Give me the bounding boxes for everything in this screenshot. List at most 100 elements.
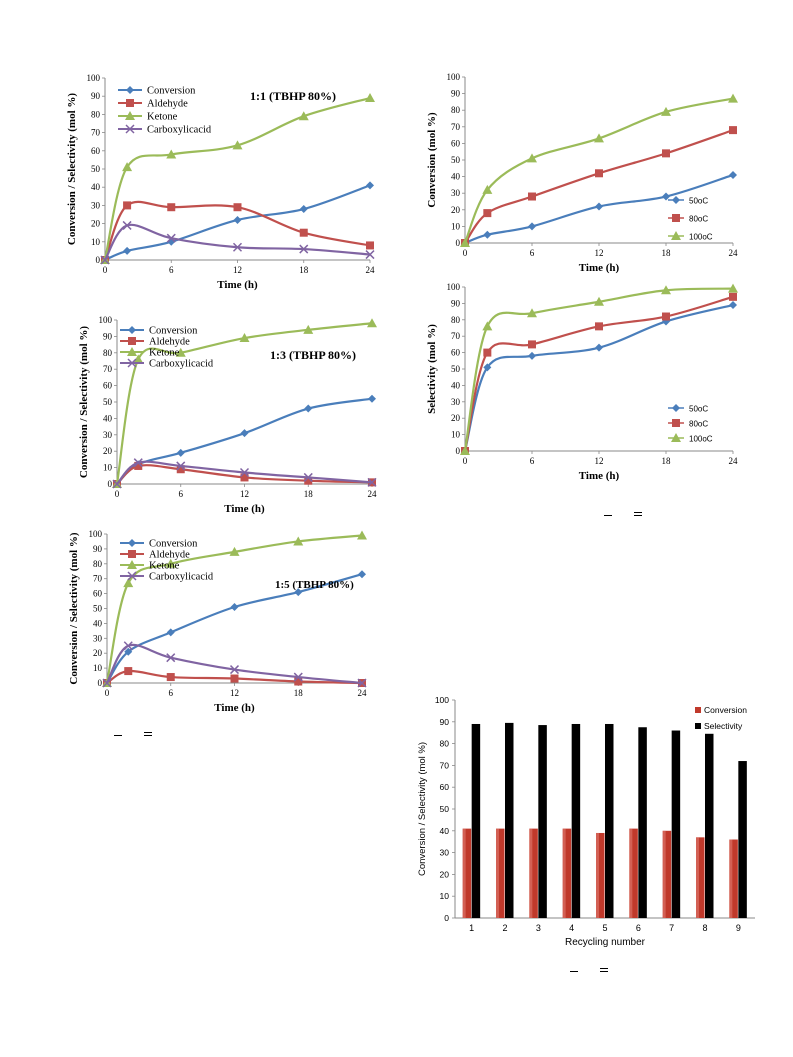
chart-ratio_1_1-data-point xyxy=(233,203,242,212)
chart-temp_selectivity-ytick-label: 90 xyxy=(451,298,461,308)
chart-ratio_1_3-data-point xyxy=(240,473,249,482)
chart-ratio_1_5-data-point xyxy=(229,665,240,675)
chart-temp-conversion: 0 10 20 30 40 50 60 70 80 90 100 0 6 12 18 24 Time (h) Co… xyxy=(418,70,748,280)
chart-ratio_1_3-ytick-label: 80 xyxy=(103,348,113,358)
chart-ratio_1_3-ylabel: Conversion / Selectivity (mol %) xyxy=(78,326,90,478)
chart-ratio_1_3-data-point xyxy=(175,347,186,357)
chart-recycling-bar-highlight xyxy=(496,828,499,918)
chart-recycling-legend-label: Selectivity xyxy=(704,721,743,731)
chart-ratio_1_3-data-point xyxy=(239,333,250,343)
chart-recycling-xtick-label: 3 xyxy=(536,923,541,933)
chart-ratio_1_5-legend-label: Aldehyde xyxy=(149,550,190,561)
chart-ratio_1_5-data-point xyxy=(293,536,304,546)
chart-temp_conversion-ytick-label: 20 xyxy=(451,205,461,215)
chart-ratio_1_5-data-point xyxy=(357,678,367,688)
chart-temp_conversion-xtick-label: 6 xyxy=(530,248,535,258)
chart-temp_conversion-data-point xyxy=(729,126,737,135)
chart-ratio_1_3-xtick-label: 18 xyxy=(304,489,314,499)
chart-ratio_1_3-ytick-label: 70 xyxy=(103,364,113,374)
chart-ratio_1_3-data-point xyxy=(112,479,122,489)
chart-ratio_1_1-ytick-label: 30 xyxy=(91,200,101,210)
chart-ratio_1_3-data-point xyxy=(240,429,249,438)
chart-ratio_1_5-ytick-label: 20 xyxy=(93,648,103,658)
chart-ratio_1_1-legend-label: Aldehyde xyxy=(147,99,188,110)
chart-ratio_1_3-legend-label: Aldehyde xyxy=(149,337,190,348)
chart-ratio-1-3-svg: 0 10 20 30 40 50 60 70 80 90 100 0 6 12 18 24 Time (h) Co… xyxy=(78,315,377,515)
chart-ratio_1_5-ytick-label: 90 xyxy=(93,544,103,554)
chart-temp_selectivity-data-point xyxy=(595,343,603,352)
chart-ratio_1_3-data-point xyxy=(176,465,185,474)
chart-temp_selectivity-data-point xyxy=(460,446,470,455)
chart-ratio_1_1-data-point xyxy=(365,93,375,103)
chart-temp_selectivity-ytick-label: 0 xyxy=(456,446,461,456)
chart-recycling-bar-selectivity xyxy=(671,730,681,918)
chart-ratio_1_5-xtick-label: 6 xyxy=(169,688,174,698)
chart-recycling-legend-swatch xyxy=(695,723,701,729)
chart-ratio_1_5-data-point xyxy=(123,578,134,588)
chart-ratio_1_1-ytick-label: 100 xyxy=(87,73,101,83)
chart-recycling-legend-swatch xyxy=(695,707,701,713)
chart-recycling-ytick-label: 50 xyxy=(440,804,450,814)
chart-recycling-bar-conversion xyxy=(729,839,738,918)
chart-temp_selectivity-data-point xyxy=(729,292,737,301)
chart-ratio_1_5-data-point xyxy=(166,673,175,682)
chart-recycling-ytick-label: 0 xyxy=(444,913,449,923)
chart-ratio_1_1-data-point xyxy=(122,162,133,172)
chart-recycling-bar-highlight xyxy=(729,839,733,918)
chart-ratio_1_5-data-point xyxy=(166,628,175,637)
chart-ratio_1_5-data-point xyxy=(165,558,176,568)
chart-temp_selectivity-legend-label: 80oC xyxy=(689,420,708,429)
chart-temp-conversion-svg: 0 10 20 30 40 50 60 70 80 90 100 0 6 12 18 24 Time (h) Co… xyxy=(426,72,738,274)
chart-recycling-bar-selectivity xyxy=(705,733,714,918)
chart-recycling-ytick-label: 80 xyxy=(440,739,450,749)
chart-recycling-bar-highlight xyxy=(462,828,466,918)
chart-temp-selectivity-svg: 0 10 20 30 40 50 60 70 80 90 100 0 6 12 18 24 Time (h) Se… xyxy=(426,282,738,482)
chart-temp_conversion-ytick-label: 80 xyxy=(451,105,461,115)
chart-temp_conversion-ytick-label: 10 xyxy=(451,221,461,231)
chart-temp_conversion-data-point xyxy=(482,184,493,194)
chart-ratio_1_1-ytick-label: 80 xyxy=(91,109,101,119)
chart-ratio_1_1-legend-marker xyxy=(126,86,134,94)
chart-ratio_1_5-ytick-label: 60 xyxy=(93,589,103,599)
chart-ratio_1_1-data-point xyxy=(299,228,308,237)
chart-ratio_1_3-xtick-label: 12 xyxy=(240,489,249,499)
chart-ratio_1_1-data-point xyxy=(232,140,243,150)
chart-recycling-xtick-label: 2 xyxy=(502,923,507,933)
chart-temp_conversion-ytick-label: 0 xyxy=(456,238,461,248)
chart-temp_conversion-data-point xyxy=(595,169,603,178)
chart-ratio_1_1-title: 1:1 (TBHP 80%) xyxy=(250,89,336,103)
chart-ratio_1_3-legend-label: Ketone xyxy=(149,348,180,359)
chart-ratio_1_1-legend-marker xyxy=(126,99,134,107)
chart-temp_selectivity-ytick-label: 60 xyxy=(451,348,461,358)
chart-recycling-bar-conversion xyxy=(496,828,505,918)
chart-temp_selectivity-series-line xyxy=(463,295,734,452)
caption-mark-right-top xyxy=(604,507,642,519)
chart-temp_conversion-data-point xyxy=(528,192,536,201)
caption-mark-left xyxy=(114,727,152,739)
chart-temp-selectivity: 0 10 20 30 40 50 60 70 80 90 100 0 6 12 18 24 Time (h) Se… xyxy=(418,280,748,485)
chart-ratio_1_5-data-point xyxy=(230,674,239,683)
chart-ratio_1_1-data-point xyxy=(123,201,132,210)
chart-temp_conversion-xlabel: Time (h) xyxy=(579,262,620,274)
chart-temp_selectivity-legend-label: 100oC xyxy=(689,435,713,444)
chart-temp_conversion-data-point xyxy=(460,238,470,247)
chart-ratio_1_5-data-point xyxy=(124,667,133,676)
chart-ratio_1_3-data-point xyxy=(176,461,186,471)
chart-ratio_1_3-series-line xyxy=(116,397,373,485)
chart-recycling-bar-conversion xyxy=(629,828,638,918)
chart-temp_selectivity-data-point xyxy=(482,321,493,331)
chart-ratio_1_1-data-point xyxy=(166,149,177,159)
chart-ratio_1_5-ytick-label: 80 xyxy=(93,559,103,569)
chart-recycling-ytick-label: 60 xyxy=(440,782,450,792)
chart-ratio_1_1-data-point xyxy=(232,242,243,252)
chart-temp_conversion-ytick-label: 50 xyxy=(451,155,461,165)
chart-ratio_1_3-ytick-label: 60 xyxy=(103,381,113,391)
chart-recycling-bar-conversion xyxy=(596,832,605,918)
chart-ratio_1_3-data-point xyxy=(133,458,143,468)
chart-temp_conversion-data-point xyxy=(483,209,492,218)
chart-recycling-bar-selectivity xyxy=(571,723,581,918)
chart-ratio_1_5-data-point xyxy=(357,530,367,540)
chart-recycling-bar-conversion xyxy=(662,830,672,918)
chart-temp_selectivity-ytick-label: 80 xyxy=(451,315,461,325)
chart-ratio_1_5-legend-label: Ketone xyxy=(149,561,180,572)
